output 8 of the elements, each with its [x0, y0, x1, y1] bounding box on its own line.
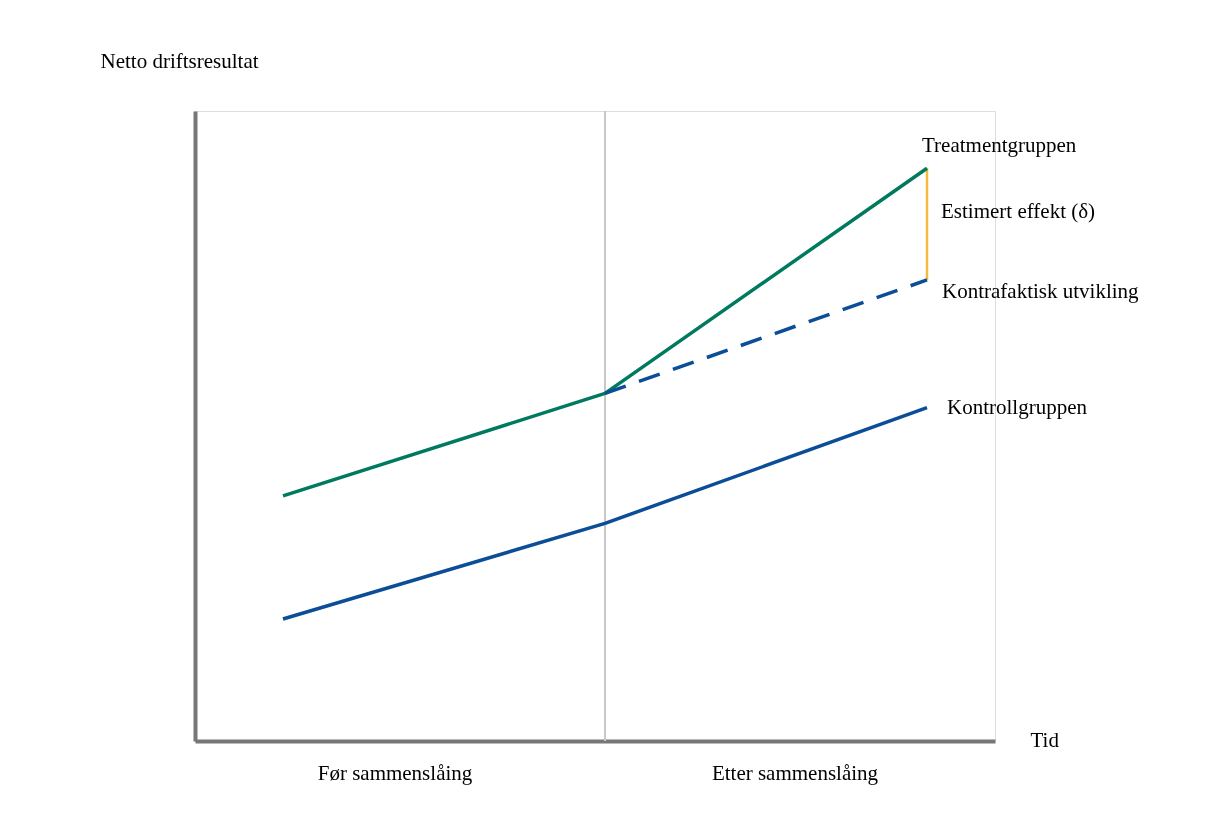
x-axis-title: Tid [1030, 727, 1060, 752]
series-label: Treatmentgruppen [922, 133, 1077, 158]
y-axis-title: Netto driftsresultat [100, 48, 259, 73]
annotation: Estimert effekt (δ) [941, 199, 1096, 224]
series-label: Kontrafaktisk utvikling [942, 278, 1140, 303]
series-label: Kontrollgruppen [947, 394, 1088, 419]
text: Før sammenslåing [317, 761, 473, 785]
text: Etter sammenslåing [711, 761, 879, 785]
